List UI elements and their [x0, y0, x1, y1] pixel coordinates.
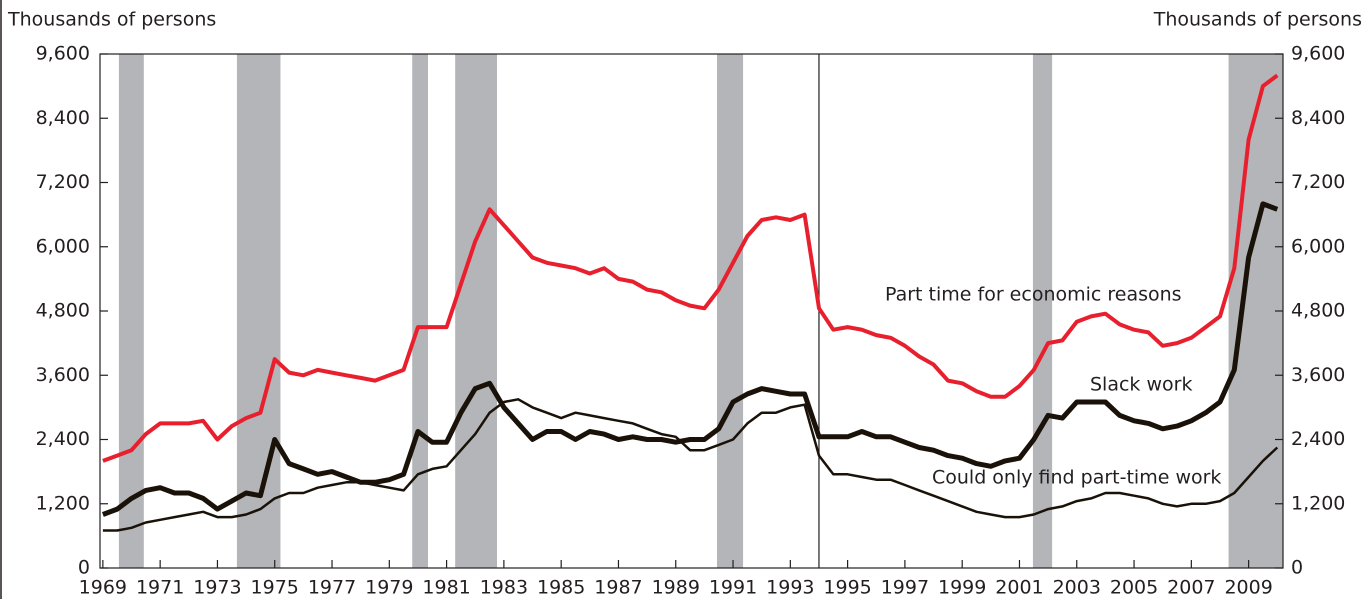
- x-tick-label: 2005: [1110, 577, 1158, 599]
- series-line: [102, 201, 1279, 517]
- x-tick-label: 1987: [594, 577, 642, 599]
- y-tick-label: 8,400: [36, 107, 90, 129]
- y2-tick-label: 6,000: [1291, 235, 1345, 257]
- x-tick-label: 1969: [79, 577, 127, 599]
- y2-axis-label: Thousands of persons: [1153, 9, 1362, 31]
- series-line: [102, 73, 1279, 463]
- recession-band: [716, 54, 744, 568]
- y2-tick-label: 1,200: [1291, 492, 1345, 514]
- y2-tick-label: 0: [1291, 557, 1303, 579]
- x-tick-label: 1989: [652, 577, 700, 599]
- recession-band: [412, 54, 428, 568]
- x-tick-label: 1995: [823, 577, 871, 599]
- y2-tick-label: 8,400: [1291, 107, 1345, 129]
- x-tick-label: 1971: [136, 577, 184, 599]
- x-tick-label: 2009: [1224, 577, 1272, 599]
- x-tick-label: 1997: [881, 577, 929, 599]
- x-tick-label: 2007: [1167, 577, 1215, 599]
- series-line: [102, 398, 1279, 532]
- y-tick-label: 1,200: [36, 492, 90, 514]
- recession-band: [1032, 54, 1053, 568]
- y-axis-label: Thousands of persons: [7, 9, 216, 31]
- y2-tick-label: 9,600: [1291, 43, 1345, 65]
- y2-tick-label: 4,800: [1291, 300, 1345, 322]
- x-tick-label: 2003: [1053, 577, 1101, 599]
- y-tick-label: 7,200: [36, 171, 90, 193]
- recession-band: [1228, 54, 1283, 568]
- x-tick-label: 1979: [365, 577, 413, 599]
- y-tick-label: 2,400: [36, 428, 90, 450]
- y-tick-label: 0: [78, 557, 90, 579]
- x-tick-label: 1981: [422, 577, 470, 599]
- x-tick-label: 1985: [537, 577, 585, 599]
- y-tick-label: 4,800: [36, 300, 90, 322]
- recession-band: [118, 54, 144, 568]
- x-tick-label: 1977: [308, 577, 356, 599]
- x-tick-label: 1991: [709, 577, 757, 599]
- y-tick-label: 3,600: [36, 364, 90, 386]
- recession-band: [455, 54, 498, 568]
- y-tick-label: 6,000: [36, 235, 90, 257]
- y-tick-label: 9,600: [36, 43, 90, 65]
- x-tick-label: 1993: [766, 577, 814, 599]
- x-tick-label: 1973: [193, 577, 241, 599]
- x-tick-label: 1975: [251, 577, 299, 599]
- series-annotation: Could only find part-time work: [932, 467, 1221, 489]
- y2-tick-label: 2,400: [1291, 428, 1345, 450]
- x-tick-label: 1983: [480, 577, 528, 599]
- y2-tick-label: 7,200: [1291, 171, 1345, 193]
- y2-tick-label: 3,600: [1291, 364, 1345, 386]
- x-tick-label: 1999: [938, 577, 986, 599]
- series-annotation: Slack work: [1090, 374, 1192, 396]
- x-tick-label: 2001: [995, 577, 1043, 599]
- series-annotation: Part time for economic reasons: [885, 284, 1182, 306]
- recession-band: [236, 54, 281, 568]
